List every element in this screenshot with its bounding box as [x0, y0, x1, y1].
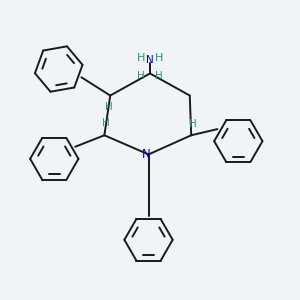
Text: H: H: [137, 71, 145, 81]
Text: N: N: [146, 55, 154, 65]
Text: H: H: [155, 53, 164, 63]
Text: H: H: [136, 53, 145, 63]
Text: N: N: [142, 148, 151, 161]
Text: H: H: [105, 102, 113, 112]
Text: H: H: [189, 119, 196, 129]
Text: H: H: [102, 118, 110, 128]
Text: H: H: [155, 71, 163, 81]
